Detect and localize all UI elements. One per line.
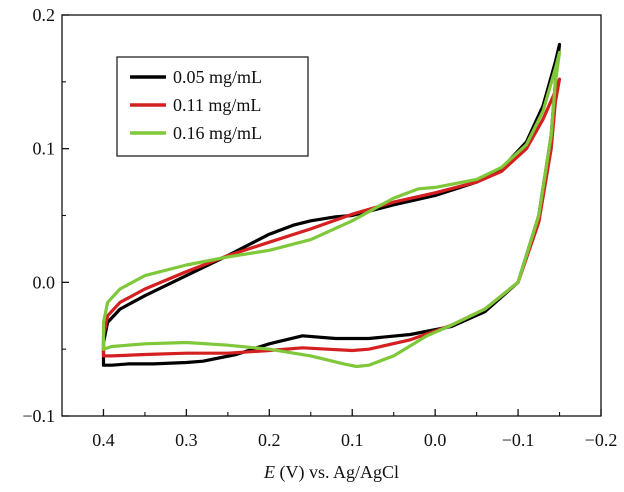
ticks-layer: 0.4 0.3 0.2 0.1 0.0 −0.1 −0.2 −0.1 0.0 0.1 0.2 bbox=[22, 5, 617, 450]
x-tick-label-0: 0.0 bbox=[424, 430, 447, 450]
legend-label-2: 0.11 mg/mL bbox=[173, 95, 261, 115]
series-layer bbox=[101, 42, 562, 369]
x-tick-label-0-1: 0.1 bbox=[341, 430, 364, 450]
x-axis-title: E (V) vs. Ag/AgCl bbox=[263, 462, 399, 483]
x-tick-label-minus-0-1: −0.1 bbox=[502, 430, 535, 450]
x-axis-title-symbol: E bbox=[263, 462, 275, 482]
y-tick-label-0: 0.0 bbox=[33, 272, 56, 292]
x-tick-label-minus-0-2: −0.2 bbox=[585, 430, 618, 450]
legend-label-1: 0.05 mg/mL bbox=[173, 67, 262, 87]
y-tick-label-0-2: 0.2 bbox=[33, 5, 56, 25]
series-line-3 bbox=[101, 50, 562, 369]
x-axis-title-text: (V) vs. Ag/AgCl bbox=[275, 462, 399, 483]
y-tick-label-0-1: 0.1 bbox=[33, 139, 56, 159]
y-tick-label-minus-0-1: −0.1 bbox=[22, 406, 55, 426]
x-tick-label-0-4: 0.4 bbox=[92, 430, 115, 450]
legend-label-3: 0.16 mg/mL bbox=[173, 123, 262, 143]
series-line-1 bbox=[101, 42, 562, 367]
x-tick-label-0-2: 0.2 bbox=[258, 430, 281, 450]
legend: 0.05 mg/mL 0.11 mg/mL 0.16 mg/mL bbox=[116, 56, 309, 157]
x-tick-label-0-3: 0.3 bbox=[175, 430, 198, 450]
